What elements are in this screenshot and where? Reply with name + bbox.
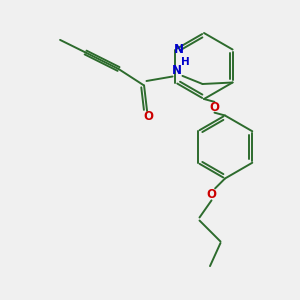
Text: O: O <box>209 101 220 114</box>
Text: N: N <box>174 43 184 56</box>
Text: O: O <box>206 188 217 202</box>
Text: N: N <box>172 64 182 77</box>
Text: O: O <box>144 110 154 123</box>
Text: H: H <box>181 57 190 67</box>
